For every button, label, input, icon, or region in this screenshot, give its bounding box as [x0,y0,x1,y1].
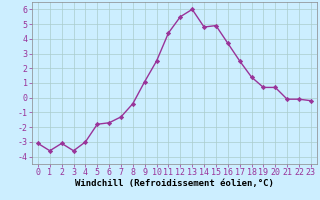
X-axis label: Windchill (Refroidissement éolien,°C): Windchill (Refroidissement éolien,°C) [75,179,274,188]
